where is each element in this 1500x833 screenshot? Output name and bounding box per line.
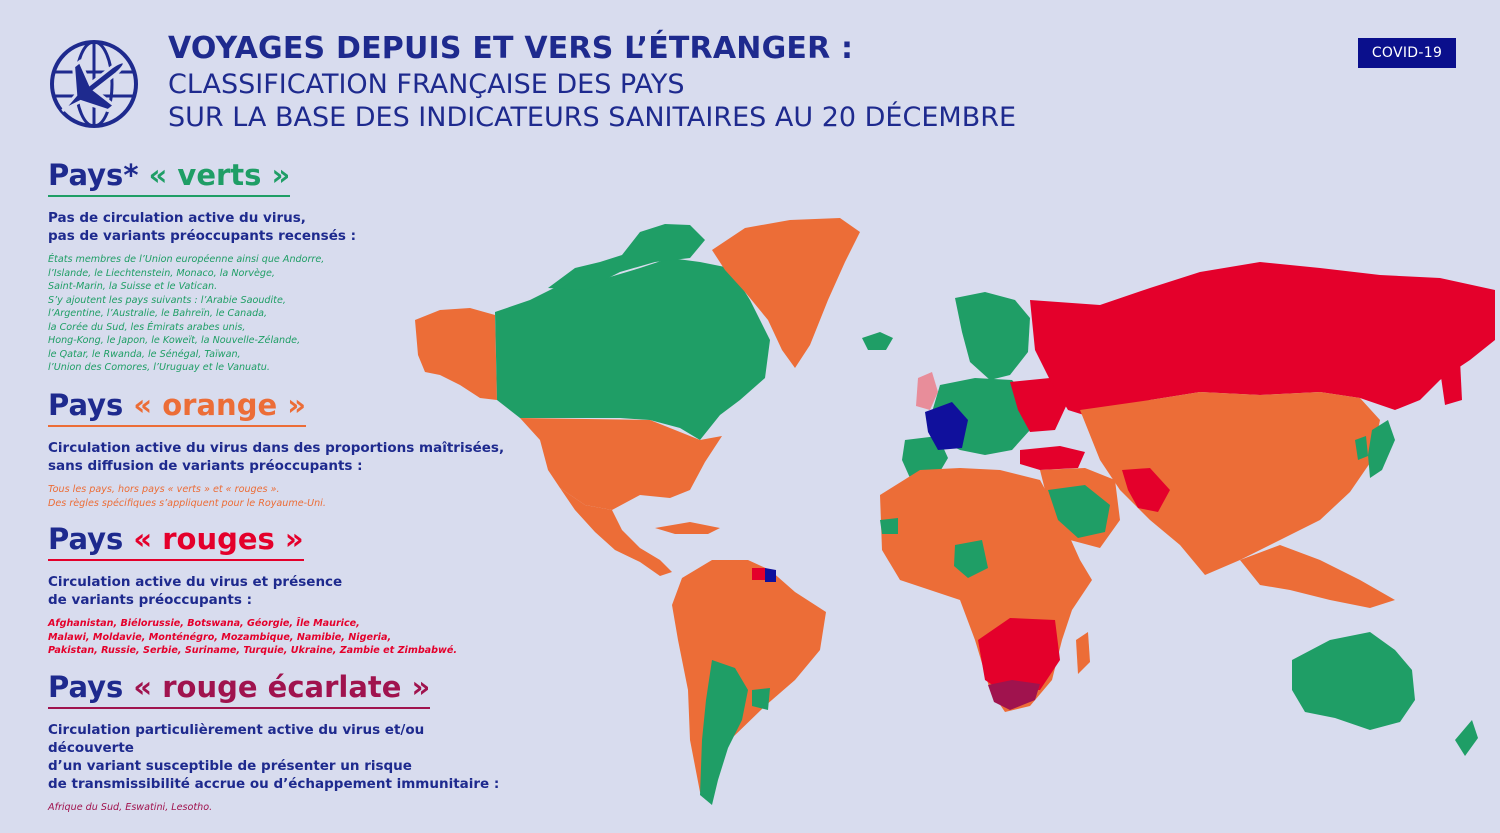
legend-green-list-line: l’Argentine, l’Australie, le Bahreïn, le…: [48, 308, 268, 319]
region-madagascar: [1076, 632, 1090, 674]
region-argentina: [700, 660, 748, 805]
legend-scarlet-desc-line2: d’un variant susceptible de présenter un…: [48, 758, 412, 774]
legend-orange-desc-line1: Circulation active du virus dans des pro…: [48, 440, 505, 456]
legend-green-label: « verts »: [148, 158, 291, 192]
page-title: VOYAGES DEPUIS ET VERS L’ÉTRANGER :: [168, 31, 854, 66]
header: VOYAGES DEPUIS ET VERS L’ÉTRANGER : CLAS…: [168, 30, 1016, 134]
region-southeast-asia: [1240, 545, 1395, 608]
legend-orange-list: Tous les pays, hors pays « verts » et « …: [48, 483, 508, 510]
legend-red-list-line: Pakistan, Russie, Serbie, Suriname, Turq…: [48, 645, 458, 656]
region-nigeria: [954, 540, 988, 578]
legend-green-list-line: la Corée du Sud, les Émirats arabes unis…: [48, 321, 246, 333]
region-south-america: [672, 560, 826, 792]
region-australia: [1292, 632, 1415, 730]
legend-red-list-line: Afghanistan, Biélorussie, Botswana, Géor…: [48, 618, 360, 629]
region-senegal: [880, 518, 898, 534]
covid-badge: COVID-19: [1358, 38, 1456, 68]
legend-green-desc-line2: pas de variants préoccupants recensés :: [48, 228, 356, 244]
region-ukraine-belarus: [1010, 378, 1068, 432]
page-subtitle-line2: SUR LA BASE DES INDICATEURS SANITAIRES A…: [168, 102, 1017, 133]
legend-orange-lead: Pays: [48, 388, 134, 422]
legend-green-list-line: l’Islande, le Liechtenstein, Monaco, la …: [48, 267, 275, 279]
legend-red: Pays « rouges » Circulation active du vi…: [48, 522, 508, 658]
legend-red-list-line: Malawi, Moldavie, Monténégro, Mozambique…: [48, 631, 392, 643]
legend-orange-desc-line2: sans diffusion de variants préoccupants …: [48, 458, 363, 474]
legend-orange: Pays « orange » Circulation active du vi…: [48, 388, 508, 510]
legend-green-desc: Pas de circulation active du virus, pas …: [48, 209, 508, 245]
legend-red-desc-line2: de variants préoccupants :: [48, 592, 252, 608]
region-france: [925, 402, 968, 450]
legend-scarlet-desc-line3: de transmissibilité accrue ou d’échappem…: [48, 776, 500, 792]
legend-scarlet-label: « rouge écarlate »: [133, 670, 431, 704]
legend-scarlet: Pays « rouge écarlate » Circulation part…: [48, 670, 508, 815]
region-greenland: [712, 218, 860, 368]
region-suriname: [752, 568, 765, 580]
legend-green-list: États membres de l’Union européenne ains…: [48, 253, 508, 375]
legend-orange-list-line: Des règles spécifiques s’appliquent pour…: [48, 497, 326, 509]
region-uk: [916, 372, 938, 410]
legend-green-desc-line1: Pas de circulation active du virus,: [48, 210, 306, 226]
region-iceland: [862, 332, 893, 350]
legend-red-lead: Pays: [48, 522, 134, 556]
region-asia: [1080, 392, 1380, 575]
world-map: [415, 218, 1495, 805]
legend-scarlet-list: Afrique du Sud, Eswatini, Lesotho.: [48, 801, 508, 815]
region-alaska: [415, 308, 497, 400]
legend-scarlet-desc: Circulation particulièrement active du v…: [48, 721, 508, 793]
region-arctic-islands: [548, 224, 705, 290]
legend-red-list: Afghanistan, Biélorussie, Botswana, Géor…: [48, 617, 508, 658]
legend-green-list-line: l’Union des Comores, l’Uruguay et le Van…: [48, 362, 270, 373]
legend-red-label: « rouges »: [133, 522, 304, 556]
legend-orange-desc: Circulation active du virus dans des pro…: [48, 439, 508, 475]
legend-green-list-line: S’y ajoutent les pays suivants : l’Arabi…: [48, 294, 286, 306]
region-japan: [1368, 420, 1395, 478]
region-usa: [520, 418, 722, 510]
legend-green-list-line: États membres de l’Union européenne ains…: [48, 254, 325, 265]
globe-airplane-icon: [50, 40, 138, 128]
legend-green-list-line: Saint-Marin, la Suisse et le Vatican.: [48, 281, 218, 292]
legend-green: Pays* « verts » Pas de circulation activ…: [48, 158, 508, 375]
region-afghanistan-pakistan: [1122, 468, 1170, 512]
region-saudi-arabia: [1048, 485, 1110, 538]
region-korea: [1355, 436, 1368, 460]
region-uruguay: [752, 688, 770, 710]
region-caribbean: [655, 522, 720, 534]
region-central-america: [560, 488, 672, 576]
region-new-zealand: [1455, 720, 1478, 756]
legend-green-list-line: le Qatar, le Rwanda, le Sénégal, Taïwan,: [48, 348, 241, 360]
region-french-guiana: [765, 568, 776, 582]
region-turkey: [1020, 446, 1085, 470]
legend-red-title: Pays « rouges »: [48, 522, 304, 561]
legend-green-lead: Pays*: [48, 158, 149, 192]
legend-scarlet-title: Pays « rouge écarlate »: [48, 670, 431, 709]
region-russia: [1030, 262, 1495, 420]
region-canada: [495, 258, 770, 440]
region-southern-africa-red: [978, 618, 1060, 690]
legend-orange-list-line: Tous les pays, hors pays « verts » et « …: [48, 484, 280, 495]
legend-green-title: Pays* « verts »: [48, 158, 291, 197]
legend-scarlet-desc-line1: Circulation particulièrement active du v…: [48, 722, 425, 756]
legend-red-desc: Circulation active du virus et présence …: [48, 573, 508, 609]
legend-red-desc-line1: Circulation active du virus et présence: [48, 574, 343, 590]
region-south-africa: [988, 680, 1040, 710]
region-scandinavia: [955, 292, 1030, 380]
legend-scarlet-list-line: Afrique du Sud, Eswatini, Lesotho.: [48, 802, 213, 813]
legend-green-list-line: Hong-Kong, le Japon, le Koweït, la Nouve…: [48, 335, 301, 346]
legend-orange-title: Pays « orange »: [48, 388, 306, 427]
region-kamchatka: [1440, 360, 1462, 405]
legend-scarlet-lead: Pays: [48, 670, 134, 704]
legend-orange-label: « orange »: [133, 388, 306, 422]
page-subtitle-line1: CLASSIFICATION FRANÇAISE DES PAYS: [168, 69, 685, 100]
